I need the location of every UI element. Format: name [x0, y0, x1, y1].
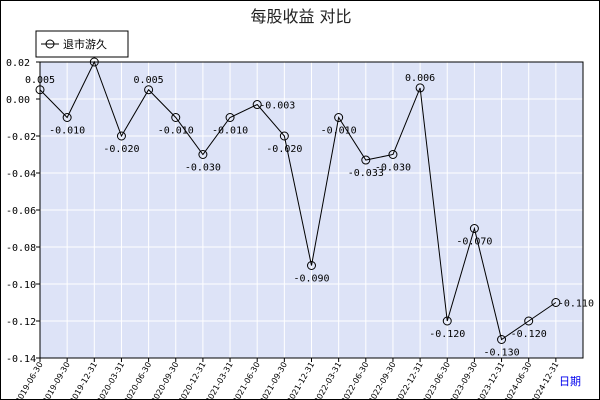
- data-label: -0.030: [375, 163, 411, 174]
- data-point: [388, 150, 398, 159]
- data-label: -0.010: [49, 126, 85, 137]
- x-tick-label: 2021-09-30: [258, 361, 289, 400]
- data-point: [225, 113, 235, 122]
- data-label: -0.020: [266, 144, 302, 155]
- y-tick-label: -0.04: [6, 169, 36, 180]
- x-tick-label: 2019-12-31: [68, 361, 99, 400]
- x-tick-label: 2022-06-30: [339, 361, 370, 400]
- data-label: 0.005: [134, 75, 164, 86]
- data-label: -0.020: [103, 144, 139, 155]
- data-label: -0.010: [212, 126, 248, 137]
- plot-frame: [39, 61, 584, 359]
- data-label: -0.120: [429, 329, 465, 340]
- data-point: [62, 113, 72, 122]
- series-line: [39, 60, 557, 341]
- data-point: [361, 155, 371, 165]
- x-tick-label: 2021-03-31: [204, 361, 235, 400]
- data-label: -0.010: [158, 126, 194, 137]
- x-tick-label: 2021-06-30: [231, 361, 262, 400]
- data-label: -0.090: [293, 274, 329, 285]
- x-tick-label: 2023-09-30: [448, 361, 479, 399]
- chart-title: 每股收益 对比: [250, 7, 351, 26]
- x-tick-label: 2019-06-30: [14, 361, 45, 400]
- data-point: [279, 131, 289, 141]
- x-tick-label: 2020-06-30: [122, 361, 153, 400]
- x-tick-label: 2024-06-30: [502, 361, 533, 400]
- data-point: [551, 298, 561, 307]
- data-point: [497, 335, 507, 344]
- data-point: [307, 261, 316, 270]
- legend-label: 退市游久: [63, 37, 107, 51]
- data-label: -0.130: [483, 348, 519, 359]
- data-point: [469, 224, 479, 233]
- x-tick-label: 2022-03-31: [312, 361, 343, 400]
- data-label: 0.006: [405, 73, 435, 84]
- grid-lines: [40, 61, 583, 359]
- data-label: -0.120: [511, 329, 547, 340]
- x-tick-label: 2021-12-31: [285, 361, 316, 400]
- y-tick-label: -0.14: [6, 354, 36, 365]
- x-tick-label: 2022-09-30: [367, 361, 398, 400]
- data-point: [171, 113, 181, 122]
- data-label: -0.030: [185, 163, 221, 174]
- y-tick-label: 0.00: [6, 95, 30, 106]
- x-tick-label: 2024-12-31: [530, 361, 561, 400]
- data-point: [415, 83, 425, 93]
- y-tick-label: -0.12: [6, 317, 36, 328]
- data-labels: 0.005-0.0100.020-0.0200.005-0.010-0.030-…: [25, 47, 594, 359]
- data-label: -0.110: [558, 299, 594, 310]
- data-point: [524, 316, 534, 326]
- data-label: -0.033: [348, 168, 384, 179]
- x-tick-label: 2023-06-30: [421, 361, 452, 400]
- data-point: [116, 131, 126, 141]
- x-axis-label: 日期: [559, 375, 581, 388]
- legend: 退市游久: [35, 30, 129, 58]
- legend-marker: [45, 39, 55, 49]
- x-tick-label: 2020-03-31: [95, 361, 126, 400]
- data-point: [198, 150, 208, 159]
- x-axis-ticks: 2019-06-302019-09-302019-12-312020-03-31…: [14, 358, 561, 399]
- x-tick-label: 2023-12-31: [475, 361, 506, 400]
- series-layer: [35, 57, 561, 344]
- data-point: [334, 113, 344, 122]
- y-tick-label: -0.02: [6, 132, 36, 143]
- x-tick-label: 2019-09-30: [41, 361, 72, 400]
- data-point: [144, 85, 154, 95]
- x-tick-label: 2020-09-30: [149, 361, 180, 400]
- x-tick-label: 2022-12-31: [394, 361, 425, 400]
- data-label: -0.003: [259, 101, 295, 112]
- data-label: -0.010: [321, 126, 357, 137]
- x-tick-label: 2020-12-31: [177, 361, 208, 400]
- y-axis-ticks: 0.02 0.00 -0.02 -0.04 -0.06 -0.08 -0.10 -0.12 -0…: [6, 58, 40, 365]
- y-tick-label: -0.08: [6, 243, 36, 254]
- data-point: [442, 316, 452, 326]
- y-tick-label: -0.06: [6, 206, 36, 217]
- y-tick-label: 0.02: [6, 58, 30, 69]
- data-label: -0.070: [456, 237, 492, 248]
- data-point: [252, 100, 262, 110]
- y-tick-label: -0.10: [6, 280, 36, 291]
